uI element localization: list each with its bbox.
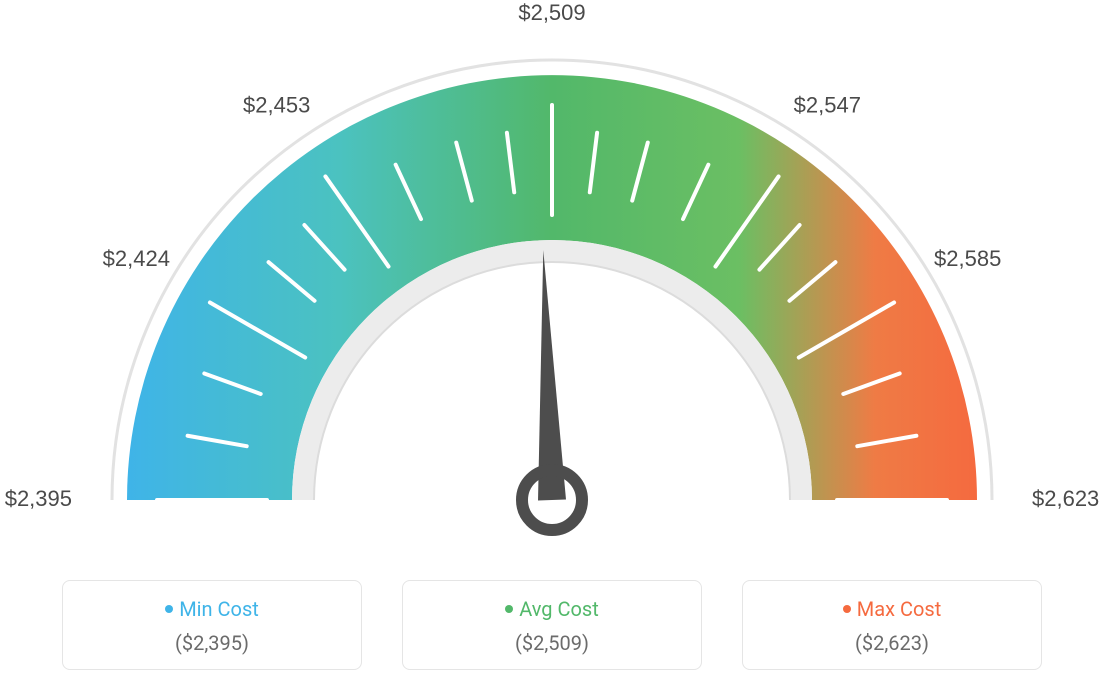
- svg-text:$2,453: $2,453: [243, 93, 310, 118]
- svg-text:$2,547: $2,547: [794, 93, 861, 118]
- svg-text:$2,585: $2,585: [934, 246, 1001, 271]
- dot-icon: [843, 605, 851, 613]
- svg-text:$2,395: $2,395: [5, 486, 72, 511]
- cost-gauge-container: $2,395 $2,424 $2,453 $2,509 $2,547 $2,585 $2,6…: [0, 0, 1104, 690]
- legend-title-avg: Avg Cost: [413, 597, 691, 621]
- legend-title-min-text: Min Cost: [179, 597, 259, 621]
- legend-card-min: Min Cost ($2,395): [62, 580, 362, 670]
- svg-text:$2,623: $2,623: [1032, 486, 1099, 511]
- legend-title-avg-text: Avg Cost: [519, 597, 599, 621]
- legend-card-max: Max Cost ($2,623): [742, 580, 1042, 670]
- legend-title-max: Max Cost: [753, 597, 1031, 621]
- legend-title-min: Min Cost: [73, 597, 351, 621]
- svg-text:$2,509: $2,509: [518, 0, 585, 25]
- dot-icon: [505, 605, 513, 613]
- legend-value-max: ($2,623): [753, 631, 1031, 655]
- legend-value-avg: ($2,509): [413, 631, 691, 655]
- svg-text:$2,424: $2,424: [103, 246, 170, 271]
- dot-icon: [165, 605, 173, 613]
- gauge-svg: $2,395 $2,424 $2,453 $2,509 $2,547 $2,585 $2,6…: [0, 0, 1104, 560]
- legend-value-min: ($2,395): [73, 631, 351, 655]
- legend-title-max-text: Max Cost: [857, 597, 942, 621]
- legend-row: Min Cost ($2,395) Avg Cost ($2,509) Max …: [0, 580, 1104, 670]
- gauge-chart: $2,395 $2,424 $2,453 $2,509 $2,547 $2,585 $2,6…: [0, 0, 1104, 560]
- legend-card-avg: Avg Cost ($2,509): [402, 580, 702, 670]
